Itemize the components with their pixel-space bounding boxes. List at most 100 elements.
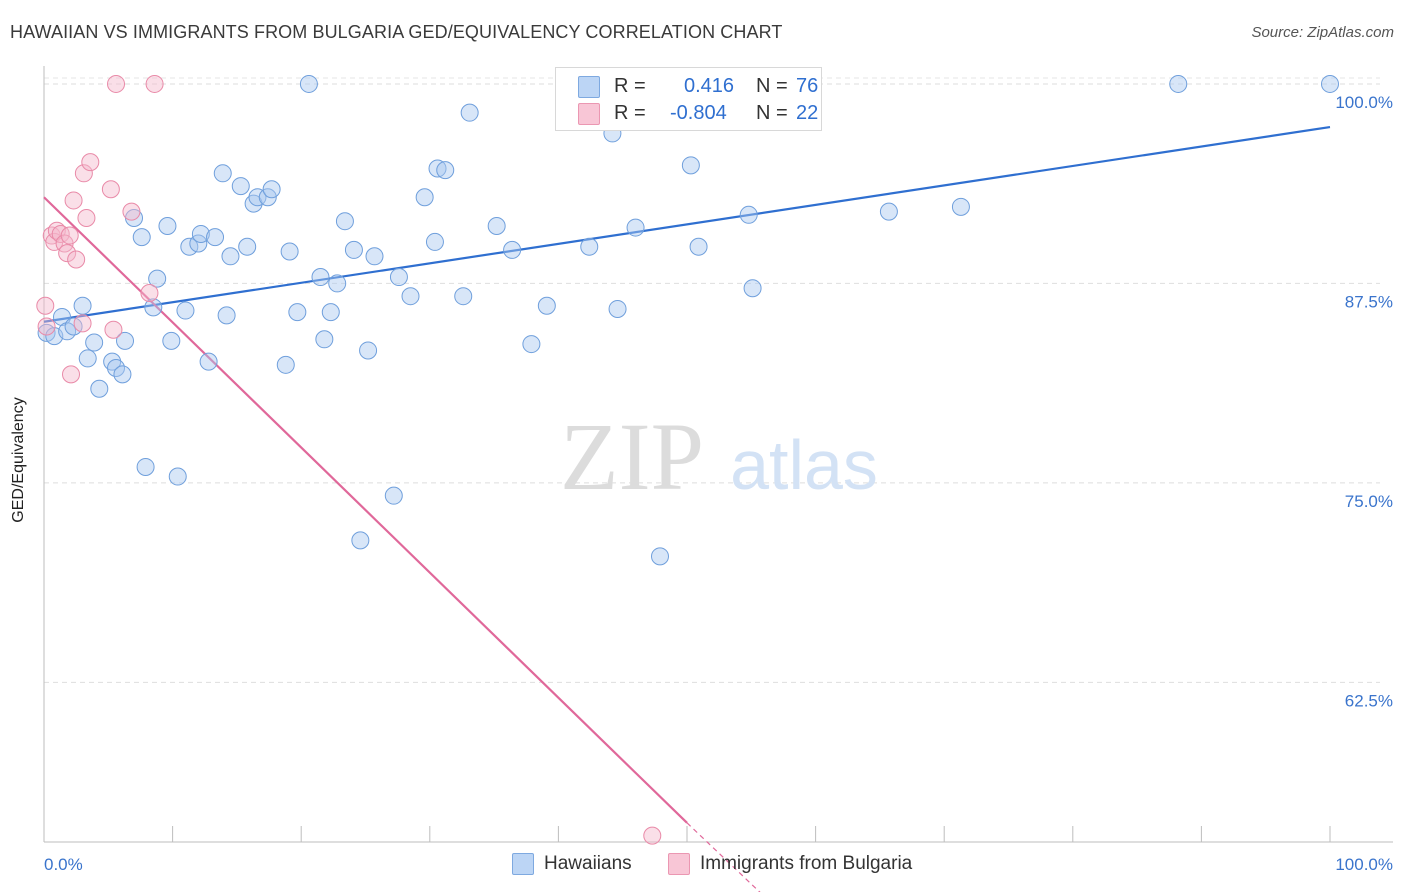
hawaiian-point [351, 531, 370, 550]
hawaiian-point [681, 156, 700, 175]
bulgaria-point [36, 296, 55, 315]
hawaiian-point [608, 299, 627, 318]
hawaiian-point [206, 228, 225, 247]
x-tick-label-max: 100.0% [1335, 855, 1393, 874]
hawaiian-point [158, 216, 177, 235]
hawaiian-point [689, 237, 708, 256]
hawaiian-point [487, 216, 506, 235]
hawaiian-point [1321, 74, 1339, 93]
hawaiian-point [276, 355, 295, 374]
bulgaria-point [74, 164, 93, 183]
hawaiian-point [78, 349, 97, 368]
hawaiian-point [626, 218, 645, 237]
chart-title: HAWAIIAN VS IMMIGRANTS FROM BULGARIA GED… [10, 22, 783, 42]
hawaiian-point [401, 287, 420, 306]
hawaiian-point [116, 331, 135, 350]
hawaiian-point [365, 247, 384, 266]
hawaiian-point [321, 303, 340, 322]
hawaiian-point [415, 188, 434, 207]
legend-n-label: N = [756, 102, 788, 124]
hawaiian-point [85, 333, 104, 352]
series-legend: Hawaiians Immigrants from Bulgaria [0, 852, 1406, 876]
hawaiian-point [73, 296, 92, 315]
hawaiian-point [425, 232, 444, 251]
bulgaria-point [107, 74, 126, 93]
hawaiian-point [344, 240, 363, 259]
hawaiian-point [199, 352, 218, 371]
bulgaria-point [73, 314, 92, 333]
hawaiian-point [537, 296, 556, 315]
hawaiian-point [1169, 74, 1188, 93]
bulgaria-point [104, 320, 123, 339]
x-tick-label-min: 0.0% [44, 855, 83, 874]
bulgaria-legend-swatch [668, 853, 690, 875]
hawaiian-point [580, 237, 599, 256]
hawaiian-point [315, 330, 334, 349]
bulgaria-point [62, 365, 81, 384]
hawaiian-point [384, 486, 403, 505]
legend-n-label: N = [756, 75, 788, 97]
y-tick-label: 75.0% [1345, 492, 1393, 511]
bulgaria-point [67, 250, 86, 269]
y-tick-label: 62.5% [1345, 691, 1393, 710]
tick-labels: 100.0% 87.5% 75.0% 62.5% 0.0% 100.0% [44, 93, 1393, 874]
bulgaria-point [81, 153, 100, 172]
hawaiian-point [213, 164, 232, 183]
hawaiian-point [90, 379, 109, 398]
hawaiian-point [144, 298, 163, 317]
hawaiian-point [162, 331, 181, 350]
legend-r-label: R = [614, 75, 646, 97]
hawaiian-point [262, 180, 281, 199]
y-tick-label: 100.0% [1335, 93, 1393, 112]
hawaiians-swatch [578, 76, 600, 98]
bulgaria-point [145, 74, 164, 93]
hawaiian-point [221, 247, 240, 266]
data-points [36, 74, 1339, 845]
hawaiian-point [503, 240, 522, 259]
y-tick-label: 87.5% [1345, 292, 1393, 311]
gridlines [44, 77, 1380, 683]
hawaiians-legend-swatch [512, 853, 534, 875]
hawaiian-point [231, 177, 250, 196]
source-label: Source: ZipAtlas.com [1251, 24, 1394, 41]
legend-label: Hawaiians [544, 853, 632, 874]
hawaiian-point [299, 74, 318, 93]
hawaiian-point [191, 224, 210, 243]
legend-r-value: -0.804 [670, 102, 727, 124]
hawaiian-point [107, 359, 126, 378]
legend-r-value: 0.416 [684, 75, 735, 97]
bulgaria-point [101, 180, 120, 199]
watermark: ZIP atlas [560, 403, 878, 510]
hawaiian-point [176, 301, 195, 320]
legend-label: Immigrants from Bulgaria [700, 853, 913, 874]
bulgaria-swatch [578, 103, 600, 125]
hawaiian-point [389, 268, 408, 287]
hawaiian-point [739, 205, 758, 224]
hawaiian-point [280, 242, 299, 261]
hawaiian-point [113, 365, 132, 384]
hawaiian-point [650, 547, 669, 566]
bulgaria-point [77, 208, 96, 227]
bulgaria-point [37, 317, 56, 336]
hawaiian-point [288, 303, 307, 322]
hawaiian-point [168, 467, 187, 486]
hawaiian-point [335, 212, 354, 231]
watermark-atlas: atlas [730, 426, 878, 504]
hawaiian-point [238, 237, 257, 256]
hawaiian-point [311, 268, 330, 287]
hawaiian-point [328, 274, 347, 293]
hawaiian-point [53, 307, 72, 326]
hawaiian-point [522, 335, 541, 354]
axes [43, 66, 1393, 843]
correlation-legend: R = 0.416 N = 76 R = -0.804 N = 22 [555, 67, 822, 131]
hawaiian-point [428, 159, 447, 178]
bulgaria-point [51, 224, 70, 243]
hawaiians-trend-line [43, 125, 1331, 323]
hawaiian-point [148, 269, 167, 288]
hawaiian-point [454, 287, 473, 306]
hawaiian-point [217, 306, 236, 325]
bulgaria-trend-line [43, 196, 688, 824]
legend-n-value: 76 [796, 75, 819, 97]
bulgaria-point [643, 826, 662, 845]
hawaiian-point [136, 457, 155, 476]
